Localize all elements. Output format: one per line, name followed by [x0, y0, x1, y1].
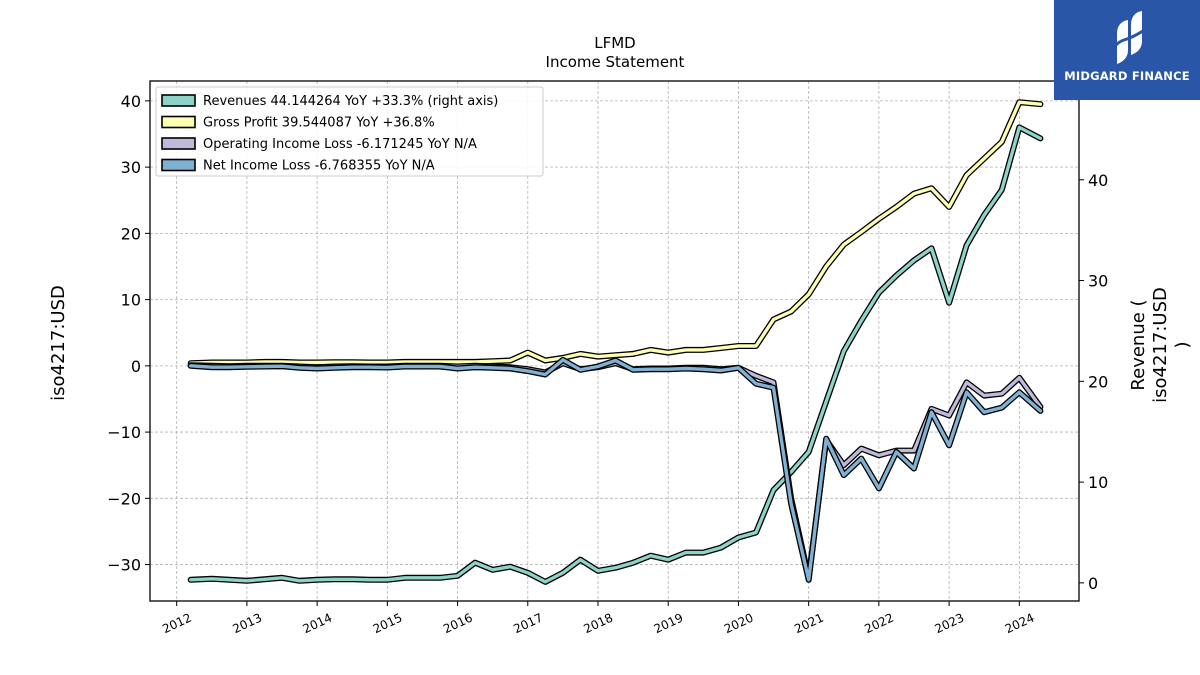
- legend-swatch: [161, 115, 196, 129]
- x-tick-label: 2015: [371, 611, 405, 637]
- left-tick-label: −10: [107, 423, 141, 442]
- right-axis-label-line-3: ): [1172, 341, 1193, 348]
- legend-entry: Operating Income Loss -6.171245 YoY N/A: [203, 137, 477, 152]
- legend-entry: Revenues 44.144264 YoY +33.3% (right axi…: [203, 94, 498, 109]
- legend-swatch: [161, 94, 196, 107]
- left-tick-label: −30: [107, 556, 141, 575]
- logo-mark-icon: [1107, 11, 1147, 64]
- x-tick-label: 2014: [301, 611, 335, 637]
- plot-area-frame: [149, 80, 1080, 602]
- series-line-revenues: [188, 125, 1043, 584]
- x-tick-label: 2024: [1003, 611, 1037, 637]
- left-tick-label: 10: [121, 291, 141, 310]
- series-line-net-income-loss: [188, 358, 1043, 582]
- left-axis-label: iso4217:USD: [48, 285, 69, 401]
- x-tick-label: 2020: [722, 611, 756, 637]
- x-tick-label: 2023: [933, 611, 967, 637]
- midgard-finance-logo: MIDGARD FINANCE: [1054, 0, 1200, 100]
- legend-swatch: [161, 137, 196, 150]
- right-axis-label-line-2: iso4217:USD: [1150, 287, 1171, 403]
- right-tick-label: 30: [1088, 272, 1108, 291]
- x-tick-label: 2017: [511, 611, 545, 637]
- series-line-gross-profit: [188, 100, 1043, 365]
- legend-entry: Gross Profit 39.544087 YoY +36.8%: [203, 116, 435, 131]
- legend-box: [155, 86, 544, 177]
- legend-entry: Net Income Loss -6.768355 YoY N/A: [203, 159, 435, 174]
- series-outline-net-income-loss: [187, 356, 1044, 583]
- right-tick-label: 10: [1088, 473, 1108, 492]
- x-tick-label: 2013: [230, 611, 264, 637]
- left-tick-label: 30: [121, 158, 141, 177]
- legend-swatch: [161, 158, 196, 172]
- right-tick-label: 40: [1088, 171, 1108, 190]
- x-tick-label: 2012: [160, 611, 194, 637]
- left-tick-label: −20: [107, 489, 141, 508]
- x-tick-label: 2018: [582, 611, 616, 637]
- left-tick-label: 40: [121, 92, 141, 111]
- x-tick-label: 2022: [862, 611, 896, 637]
- chart-title: LFMD: [594, 34, 635, 52]
- right-tick-label: 0: [1088, 574, 1098, 593]
- x-tick-label: 2016: [441, 611, 475, 637]
- legend: Revenues 44.144264 YoY +33.3% (right axi…: [155, 86, 544, 177]
- logo-text: MIDGARD FINANCE: [1064, 69, 1190, 83]
- right-tick-label: 20: [1088, 372, 1108, 391]
- right-axis-label-line-1: Revenue (: [1128, 299, 1149, 390]
- left-tick-label: 0: [131, 357, 141, 376]
- x-tick-label: 2019: [652, 611, 686, 637]
- right-axis-label: Revenue ( iso4217:USD ): [1128, 287, 1193, 403]
- chart-subtitle: Income Statement: [546, 53, 685, 71]
- x-tick-label: 2021: [792, 611, 826, 637]
- left-tick-label: 20: [121, 224, 141, 243]
- series-lines: [187, 99, 1044, 585]
